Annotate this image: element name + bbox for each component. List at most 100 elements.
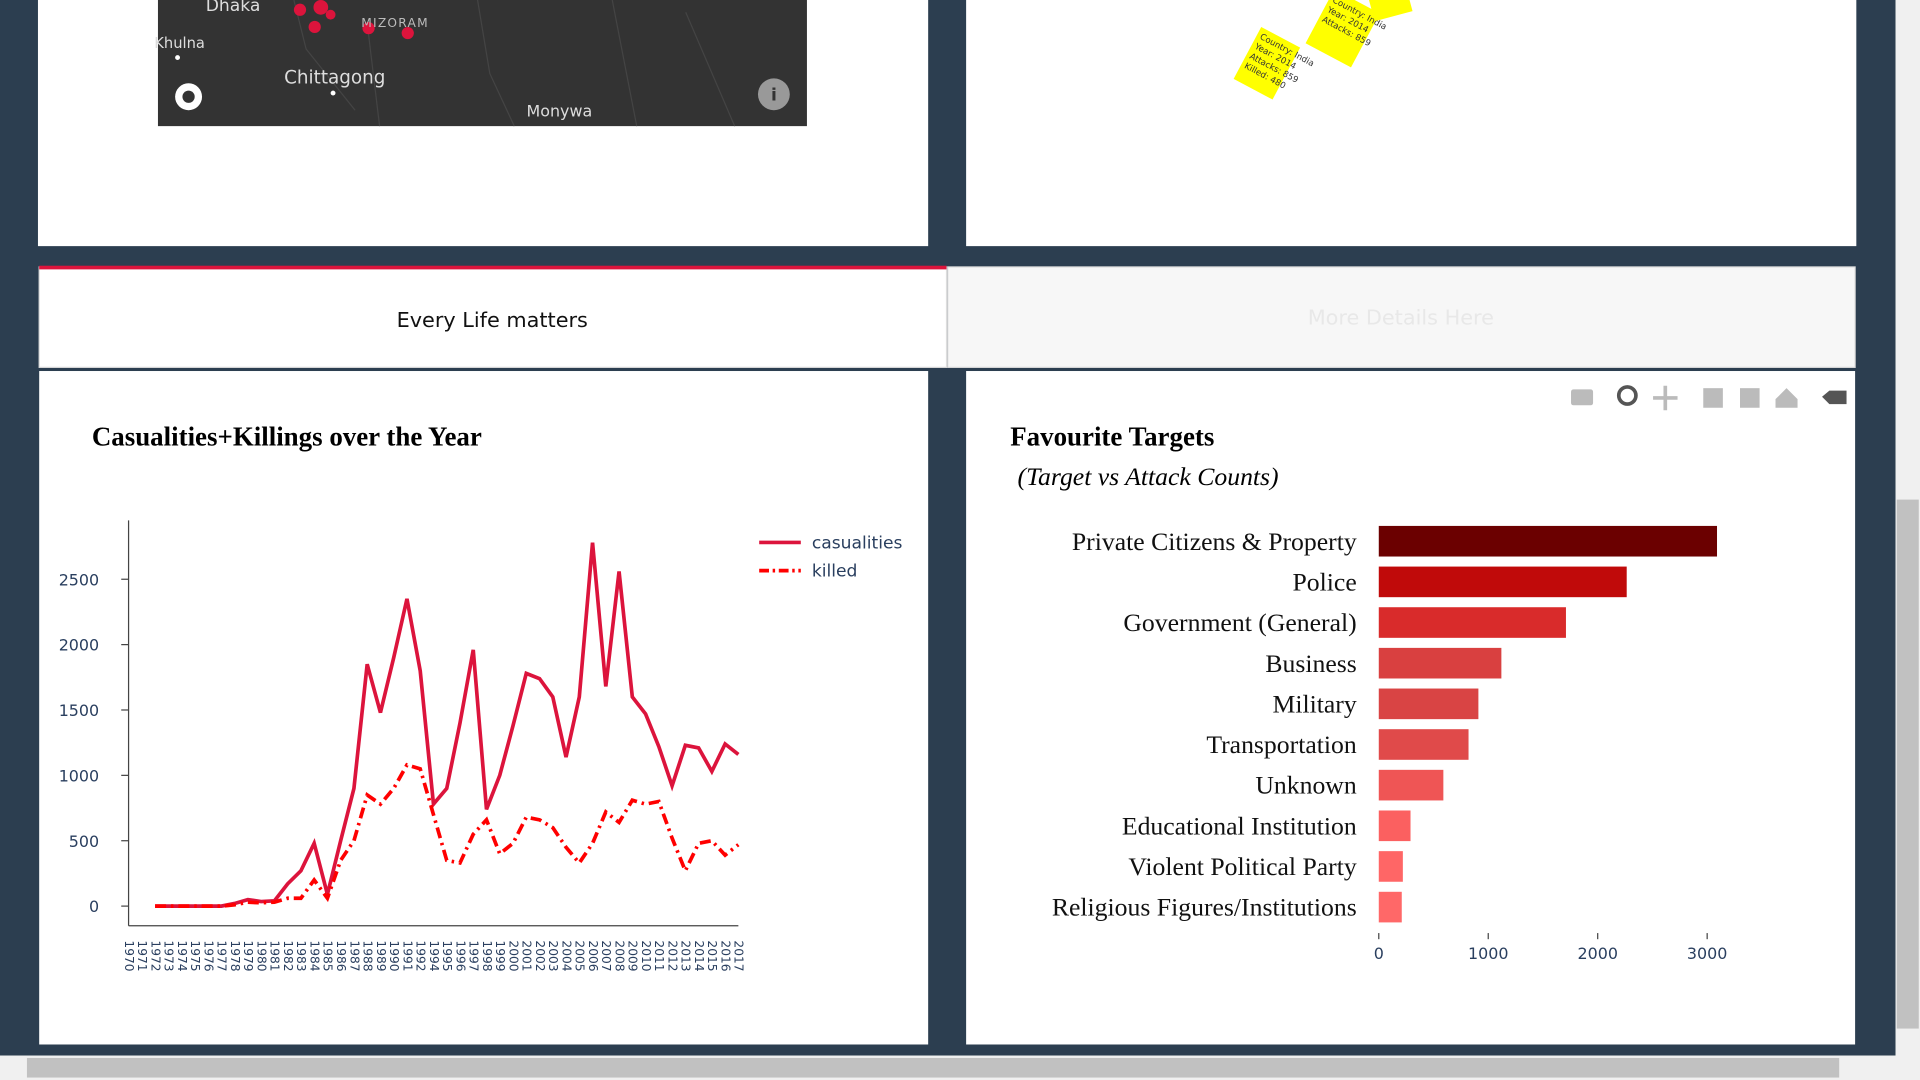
zoom-button[interactable] (1616, 385, 1638, 406)
tooltip (1233, 26, 1301, 100)
x-tick-label: 1978 (228, 940, 242, 971)
map[interactable] (157, 0, 807, 127)
bar (1378, 769, 1444, 801)
y-tick-label: Educational Institution (1122, 811, 1357, 840)
y-tick-label: Military (1272, 689, 1356, 718)
map-label: Khulna (154, 35, 205, 52)
zoom-out-button[interactable] (1740, 388, 1760, 408)
x-tick-label: 1982 (281, 940, 295, 971)
x-tick-label: 1999 (493, 940, 507, 971)
y-tick-label: 1000 (59, 766, 99, 785)
x-tick-label: 1996 (453, 940, 467, 971)
x-tick-label: 2005 (573, 940, 587, 971)
info-icon: i (771, 85, 777, 105)
x-tick-label: 1972 (148, 940, 162, 971)
x-tick-label: 2016 (718, 940, 732, 971)
x-tick-label: 1970 (122, 940, 136, 971)
map-logo-inner (182, 90, 195, 103)
x-tick-label: 1974 (175, 940, 189, 971)
x-tick-label: 2000 (506, 940, 520, 971)
tooltip (1305, 0, 1380, 68)
reset-button[interactable] (1775, 388, 1798, 408)
x-tick-label: 1975 (188, 940, 202, 971)
map-label: Dhaka (206, 0, 261, 16)
zoom-in-button[interactable] (1703, 388, 1723, 408)
map-label: MIZORAM (361, 16, 429, 30)
x-tick-label: 2003 (546, 940, 560, 971)
x-tick-label: 1988 (361, 940, 375, 971)
map-info-button[interactable] (757, 78, 790, 111)
y-tick-label: Government (General) (1123, 608, 1356, 637)
x-tick-label: 2002 (533, 940, 547, 971)
x-tick-label: 0 (1374, 944, 1384, 963)
city-dot (175, 55, 180, 60)
x-tick-label: 2008 (612, 940, 626, 971)
map-roads (293, 0, 736, 127)
x-tick-label: 1000 (1468, 944, 1508, 963)
pan-button[interactable] (1653, 385, 1678, 411)
bar (1378, 566, 1627, 598)
tree-panel (966, 0, 1857, 247)
bar (1378, 729, 1469, 760)
x-tick-label: 1977 (215, 940, 229, 971)
y-tick-label: Violent Political Party (1128, 852, 1356, 881)
y-tick-label: 1500 (59, 701, 99, 720)
x-tick-label: 1976 (201, 940, 215, 971)
y-tick-label: Religious Figures/Institutions (1052, 893, 1357, 922)
x-tick-label: 2004 (559, 940, 573, 971)
chart-title: Favourite Targets (1010, 422, 1214, 452)
tab-active[interactable] (38, 266, 948, 368)
v-scroll-thumb[interactable] (1896, 499, 1919, 1029)
y-tick-label: Unknown (1255, 771, 1357, 800)
x-tick-label: 3000 (1687, 944, 1727, 963)
map-label: Chittagong (284, 67, 385, 88)
y-tick-label: 500 (69, 832, 99, 851)
bar (1378, 810, 1411, 842)
x-tick-label: 1989 (374, 940, 388, 971)
x-tick-label: 1992 (414, 940, 428, 971)
x-tick-label: 1990 (387, 940, 401, 971)
x-tick-label: 2010 (639, 940, 653, 971)
tab-label: More Details Here (1308, 305, 1494, 329)
map-label: Monywa (527, 101, 593, 120)
camera-button[interactable] (1571, 389, 1594, 406)
bar (1378, 688, 1479, 720)
tab[interactable] (947, 266, 1856, 368)
line-panel (39, 371, 929, 1045)
spike-button[interactable] (1822, 390, 1847, 405)
x-tick-label: 2013 (679, 940, 693, 971)
x-tick-label: 1985 (321, 940, 335, 971)
x-tick-label: 2012 (665, 940, 679, 971)
x-tick-label: 1973 (162, 940, 176, 971)
x-tick-label: 1981 (268, 940, 282, 971)
bar (1378, 607, 1566, 638)
y-tick-label: 2500 (59, 570, 99, 589)
x-tick-label: 1980 (254, 940, 268, 971)
x-tick-label: 1979 (241, 940, 255, 971)
series-line (155, 542, 740, 908)
x-tick-label: 1995 (440, 940, 454, 971)
x-tick-label: 1971 (135, 940, 149, 971)
x-tick-label: 2009 (626, 940, 640, 971)
bar (1378, 851, 1403, 882)
legend-label: casualities (812, 534, 903, 554)
x-tick-label: 2011 (652, 940, 666, 971)
chart-title: Casualities+Killings over the Year (92, 422, 482, 452)
y-tick-label: 2000 (59, 636, 99, 655)
tooltip-fragment (1368, 0, 1413, 22)
x-tick-label: 1997 (467, 940, 481, 971)
x-tick-label: 2007 (599, 940, 613, 971)
x-tick-label: 1986 (334, 940, 348, 971)
bar (1378, 891, 1402, 923)
city-dot (330, 90, 336, 96)
y-tick-label: Police (1292, 567, 1356, 596)
h-scroll-thumb[interactable] (26, 1057, 1840, 1078)
y-tick-label: 0 (89, 897, 99, 916)
y-tick-label: Private Citizens & Property (1072, 527, 1357, 556)
tab-label: Every Life matters (397, 308, 588, 332)
y-tick-label: Business (1265, 649, 1356, 678)
map-points (293, 0, 414, 40)
x-tick-label: 1994 (427, 940, 441, 971)
